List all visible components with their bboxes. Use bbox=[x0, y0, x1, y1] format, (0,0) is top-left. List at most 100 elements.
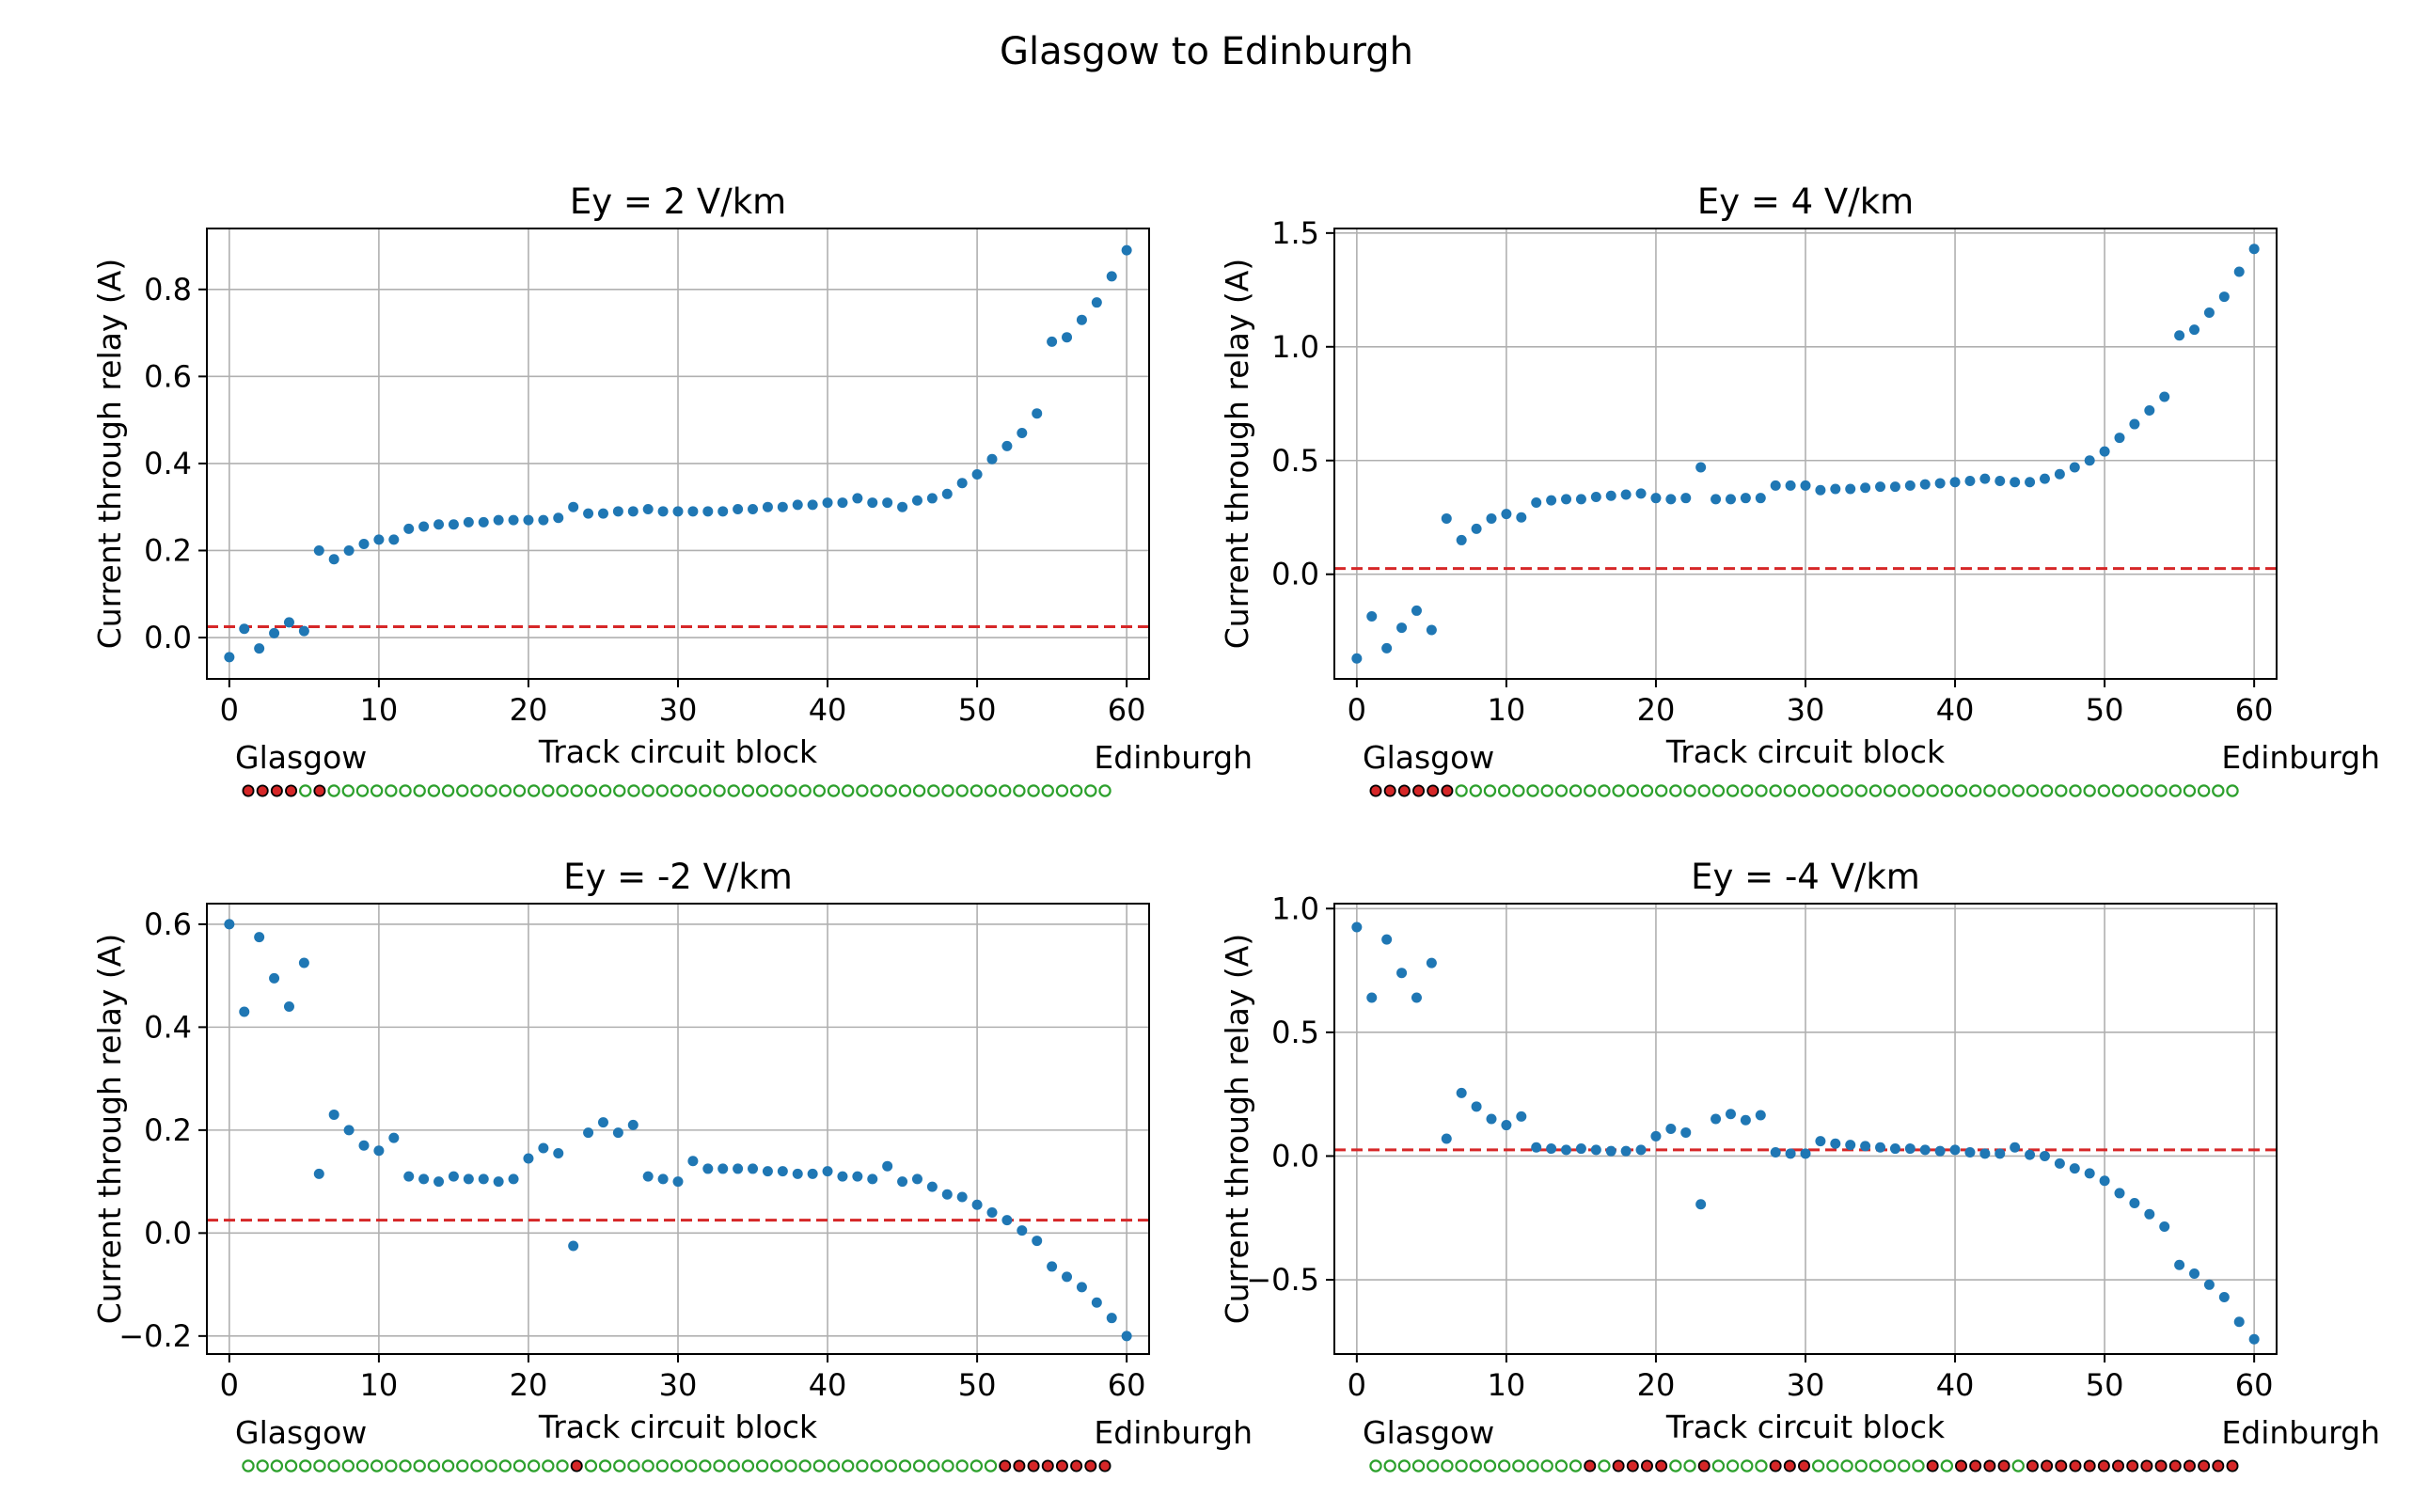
data-point bbox=[1561, 494, 1572, 505]
relay-indicator-normal bbox=[1554, 784, 1569, 797]
relay-indicator-tripped bbox=[285, 784, 298, 797]
x-tick-label: 50 bbox=[958, 692, 997, 728]
data-point bbox=[717, 506, 729, 517]
relay-indicator-normal bbox=[1526, 784, 1539, 797]
relay-indicator-normal bbox=[1098, 784, 1112, 797]
data-point bbox=[597, 1117, 608, 1128]
data-point bbox=[1725, 1109, 1736, 1120]
relay-indicator-normal bbox=[798, 784, 812, 797]
data-point bbox=[657, 506, 669, 517]
relay-indicator-normal bbox=[341, 1459, 355, 1473]
x-tick-label: 20 bbox=[1637, 1367, 1676, 1403]
y-tick-label: 1.0 bbox=[1271, 890, 1319, 926]
data-point bbox=[1725, 494, 1736, 505]
relay-indicator-normal bbox=[641, 784, 654, 797]
data-point bbox=[1047, 336, 1058, 347]
data-point bbox=[1471, 523, 1482, 534]
relay-indicator-tripped bbox=[1783, 1459, 1796, 1473]
data-point bbox=[2039, 1150, 2050, 1161]
relay-indicator-normal bbox=[399, 1459, 412, 1473]
relay-indicator-normal bbox=[684, 1459, 698, 1473]
chart-panel: 0 10 20 30 40 50 60 0.0 0.5 1.0 1.5 Ey = 4 V/km Trac… bbox=[1219, 181, 2380, 797]
data-point bbox=[2010, 477, 2021, 488]
data-point bbox=[553, 1148, 564, 1159]
x-tick-label: 40 bbox=[1936, 1367, 1975, 1403]
data-point bbox=[897, 501, 908, 512]
relay-indicator-normal bbox=[912, 784, 926, 797]
relay-indicator-normal bbox=[770, 1459, 783, 1473]
panel-title: Ey = -4 V/km bbox=[1691, 857, 1920, 897]
y-tick-label: 0.4 bbox=[144, 1009, 192, 1045]
data-point bbox=[1426, 624, 1437, 636]
relay-indicator-normal bbox=[842, 1459, 855, 1473]
relay-indicator-tripped bbox=[242, 784, 255, 797]
relay-indicator-tripped bbox=[1041, 1459, 1054, 1473]
relay-indicator-normal bbox=[1540, 784, 1553, 797]
data-point bbox=[1680, 493, 1692, 504]
relay-indicator-normal bbox=[1598, 784, 1611, 797]
x-tick-label: 30 bbox=[1787, 692, 1825, 728]
relay-indicator-tripped bbox=[1427, 784, 1440, 797]
relay-indicator-normal bbox=[498, 1459, 512, 1473]
relay-indicator-tripped bbox=[2212, 1459, 2225, 1473]
data-point bbox=[2114, 433, 2125, 444]
relay-indicator-normal bbox=[556, 784, 569, 797]
data-point bbox=[1561, 1144, 1572, 1156]
relay-indicator-normal bbox=[1397, 1459, 1411, 1473]
data-point bbox=[1575, 494, 1586, 505]
end-station-label: Edinburgh bbox=[1094, 739, 1253, 776]
relay-indicator-normal bbox=[1598, 1459, 1611, 1473]
data-point bbox=[1076, 1282, 1087, 1293]
relay-indicator-tripped bbox=[2083, 1459, 2096, 1473]
relay-indicator-normal bbox=[684, 784, 698, 797]
data-point bbox=[373, 1145, 385, 1157]
relay-indicator-tripped bbox=[1983, 1459, 1996, 1473]
relay-indicator-normal bbox=[1027, 784, 1040, 797]
data-point bbox=[1949, 1144, 1961, 1156]
data-point bbox=[1121, 1331, 1132, 1342]
data-point bbox=[911, 495, 922, 506]
data-point bbox=[298, 957, 309, 969]
x-tick-label: 60 bbox=[2235, 1367, 2274, 1403]
relay-indicator-normal bbox=[1968, 784, 1982, 797]
relay-indicator-normal bbox=[1926, 784, 1939, 797]
figure-title: Glasgow to Edinburgh bbox=[1000, 30, 1413, 73]
relay-indicator-normal bbox=[2040, 784, 2054, 797]
x-tick-label: 10 bbox=[1488, 1367, 1526, 1403]
relay-indicator-normal bbox=[784, 784, 797, 797]
data-point bbox=[1381, 642, 1393, 654]
relay-indicator-normal bbox=[613, 1459, 626, 1473]
relay-indicator-normal bbox=[470, 1459, 483, 1473]
data-point bbox=[1396, 968, 1408, 979]
relay-indicator-tripped bbox=[1612, 1459, 1625, 1473]
relay-indicator-normal bbox=[1483, 784, 1497, 797]
data-point bbox=[1919, 1144, 1931, 1156]
relay-indicator-normal bbox=[1411, 1459, 1426, 1473]
relay-indicator-normal bbox=[484, 1459, 497, 1473]
data-point bbox=[358, 1140, 370, 1151]
data-point bbox=[2203, 1279, 2215, 1290]
relay-indicator-normal bbox=[898, 784, 912, 797]
relay-indicator-normal bbox=[727, 1459, 740, 1473]
relay-indicator-normal bbox=[2212, 784, 2225, 797]
relay-indicator-tripped bbox=[313, 784, 326, 797]
relay-indicator-normal bbox=[456, 1459, 469, 1473]
relay-indicator-normal bbox=[627, 1459, 640, 1473]
relay-indicator-normal bbox=[713, 1459, 726, 1473]
data-point bbox=[822, 1166, 833, 1177]
relay-indicator-normal bbox=[556, 1459, 569, 1473]
relay-indicator-normal bbox=[498, 784, 512, 797]
data-point bbox=[867, 1173, 878, 1185]
y-tick-label: −0.2 bbox=[118, 1318, 192, 1354]
data-point bbox=[508, 1173, 519, 1185]
relay-indicator-normal bbox=[1826, 1459, 1839, 1473]
relay-indicator-normal bbox=[2226, 784, 2239, 797]
relay-indicator-tripped bbox=[1369, 784, 1382, 797]
relay-indicator-normal bbox=[1669, 1459, 1682, 1473]
data-point bbox=[1076, 314, 1087, 325]
data-point bbox=[1964, 476, 1976, 487]
y-tick-label: 0.6 bbox=[144, 358, 192, 394]
relay-indicator-tripped bbox=[2168, 1459, 2182, 1473]
data-point bbox=[2114, 1188, 2125, 1199]
data-point bbox=[1815, 484, 1826, 496]
